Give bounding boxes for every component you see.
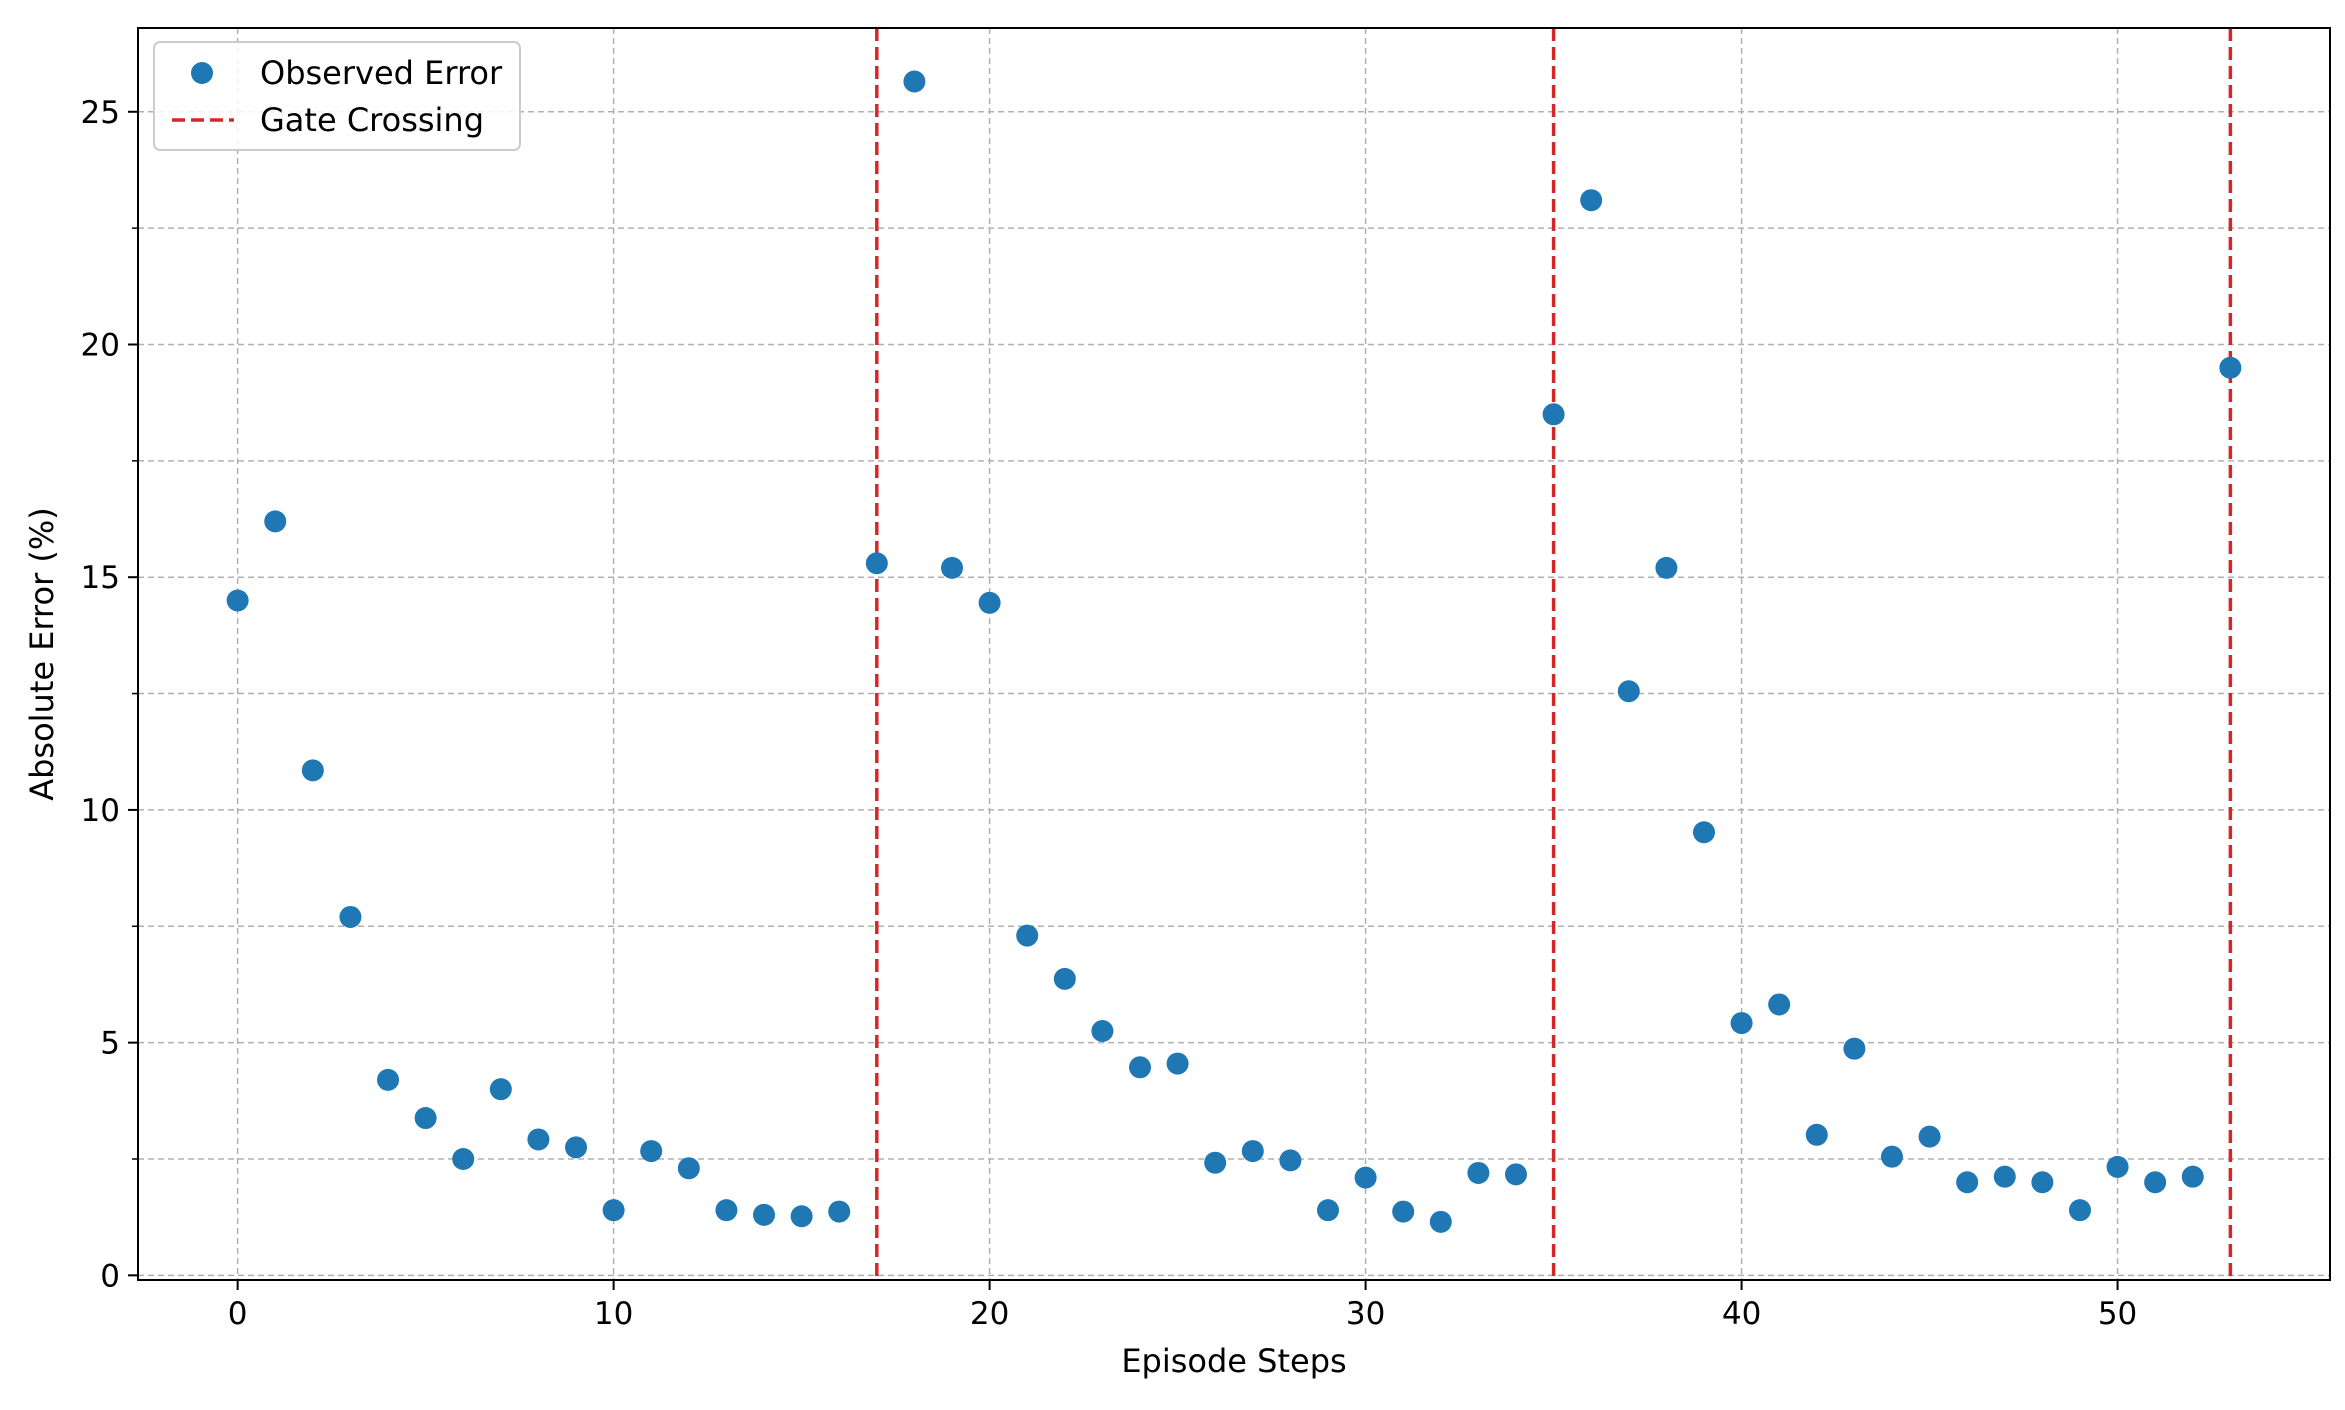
y-tick-label: 20 <box>81 327 120 363</box>
data-point <box>1692 821 1715 844</box>
data-point <box>489 1078 512 1101</box>
x-tick-label: 0 <box>228 1296 248 1332</box>
legend: Observed Error Gate Crossing <box>153 41 521 151</box>
data-point <box>715 1199 738 1222</box>
data-point <box>2181 1165 2204 1188</box>
data-point <box>1279 1149 1302 1172</box>
data-point <box>1918 1125 1941 1148</box>
x-tick-label: 30 <box>1346 1296 1385 1332</box>
y-tick-label: 10 <box>81 793 120 829</box>
data-point <box>339 905 362 928</box>
legend-gate-crossing-label: Gate Crossing <box>260 101 484 139</box>
data-point <box>640 1140 663 1163</box>
data-point <box>753 1203 776 1226</box>
data-point <box>1392 1200 1415 1223</box>
data-point <box>1429 1210 1452 1233</box>
data-point <box>1580 189 1603 212</box>
data-point <box>790 1205 813 1228</box>
data-point <box>978 591 1001 614</box>
x-tick-label: 40 <box>1722 1296 1761 1332</box>
data-point <box>1993 1165 2016 1188</box>
data-point <box>1655 556 1678 579</box>
data-point <box>1166 1052 1189 1075</box>
data-point <box>1504 1163 1527 1186</box>
x-axis-label: Episode Steps <box>1121 1342 1346 1380</box>
data-point <box>301 759 324 782</box>
data-point <box>2031 1171 2054 1194</box>
y-axis-label: Absolute Error (%) <box>23 507 61 801</box>
data-point <box>1316 1199 1339 1222</box>
x-tick-label: 20 <box>970 1296 1009 1332</box>
y-tick-label: 25 <box>81 95 120 131</box>
data-point <box>602 1199 625 1222</box>
plot-frame <box>137 27 2331 1281</box>
data-point <box>1129 1056 1152 1079</box>
data-point <box>2106 1155 2129 1178</box>
data-point <box>2144 1171 2167 1194</box>
y-tick-label: 0 <box>100 1258 120 1294</box>
legend-observed-error-marker <box>191 62 213 84</box>
legend-observed-error-label: Observed Error <box>260 54 503 92</box>
data-point <box>828 1200 851 1223</box>
data-point <box>1204 1151 1227 1174</box>
legend-box <box>153 41 521 151</box>
data-point <box>264 510 287 533</box>
data-point <box>865 552 888 575</box>
data-point <box>1053 967 1076 990</box>
data-point <box>1805 1123 1828 1146</box>
data-point <box>1768 993 1791 1016</box>
data-point <box>1542 403 1565 426</box>
data-point <box>226 589 249 612</box>
x-tick-label: 10 <box>594 1296 633 1332</box>
y-tick-label: 5 <box>100 1026 120 1062</box>
data-point <box>1880 1145 1903 1168</box>
data-point <box>414 1107 437 1130</box>
data-point <box>941 556 964 579</box>
data-point <box>1016 924 1039 947</box>
data-point <box>377 1068 400 1091</box>
observed-error-points <box>226 70 2242 1233</box>
data-point <box>1467 1161 1490 1184</box>
data-point <box>1956 1171 1979 1194</box>
y-tick-label: 15 <box>81 560 120 596</box>
data-point <box>2219 356 2242 379</box>
data-point <box>1354 1166 1377 1189</box>
data-point <box>527 1128 550 1151</box>
data-point <box>452 1147 475 1170</box>
data-point <box>565 1136 588 1159</box>
data-point <box>1241 1140 1264 1163</box>
x-tick-label: 50 <box>2098 1296 2137 1332</box>
data-point <box>1617 680 1640 703</box>
data-point <box>1091 1019 1114 1042</box>
grid-lines <box>138 28 2330 1280</box>
data-point <box>2068 1199 2091 1222</box>
data-point <box>677 1157 700 1180</box>
data-point <box>903 70 926 93</box>
axis-ticks: 0 10 20 30 40 50 0 5 10 15 20 25 <box>81 95 2138 1332</box>
data-point <box>1843 1037 1866 1060</box>
data-point <box>1730 1012 1753 1035</box>
